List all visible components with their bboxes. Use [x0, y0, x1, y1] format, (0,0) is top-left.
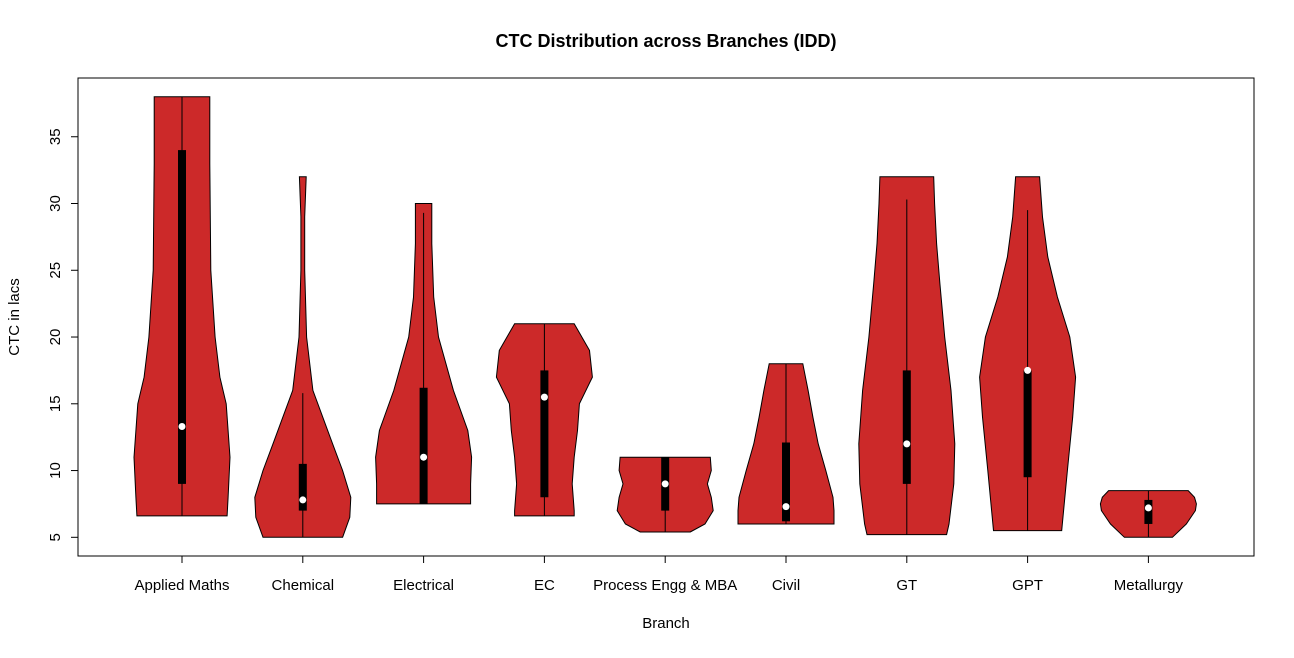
x-tick-label: Civil	[772, 577, 800, 594]
x-tick-label: Metallurgy	[1114, 577, 1184, 594]
median-point	[1024, 366, 1032, 374]
x-axis-label: Branch	[642, 615, 690, 632]
violin-body	[254, 176, 352, 538]
x-tick-label: Electrical	[393, 577, 454, 594]
violin-ec	[495, 323, 593, 517]
y-tick-label: 25	[47, 262, 64, 279]
chart-title: CTC Distribution across Branches (IDD)	[495, 31, 836, 51]
violin-electrical	[375, 203, 473, 505]
y-axis: 5 10 15 20 25 30 35	[47, 128, 79, 541]
x-axis: Applied Maths Chemical Electrical EC Process…	[134, 555, 1184, 594]
y-axis-label: CTC in lacs	[6, 278, 23, 356]
x-tick-label: GPT	[1012, 577, 1043, 594]
median-point	[1144, 504, 1152, 512]
iqr-box	[1144, 499, 1153, 524]
violins	[133, 96, 1197, 538]
violin-process-engg-mba	[616, 456, 714, 533]
iqr-box	[1023, 370, 1032, 478]
x-tick-label: Applied Maths	[134, 577, 229, 594]
violin-applied-maths	[133, 96, 231, 517]
iqr-box	[419, 387, 428, 504]
y-tick-label: 35	[47, 128, 64, 145]
median-point	[661, 480, 669, 488]
iqr-box	[178, 150, 186, 484]
iqr-box	[540, 370, 549, 498]
y-tick-label: 15	[47, 395, 64, 412]
median-point	[420, 453, 428, 461]
iqr-box	[298, 463, 307, 511]
median-point	[540, 393, 548, 401]
x-tick-label: GT	[896, 577, 917, 594]
violin-metallurgy	[1099, 490, 1197, 538]
y-tick-label: 10	[47, 462, 64, 479]
violin-gpt	[979, 176, 1077, 532]
y-tick-label: 20	[47, 329, 64, 346]
x-tick-label: Process Engg & MBA	[593, 577, 737, 594]
violin-civil	[737, 363, 835, 525]
violin-chemical	[254, 176, 352, 538]
violin-gt	[858, 176, 956, 536]
iqr-box	[782, 442, 790, 522]
y-tick-label: 5	[47, 533, 64, 541]
median-point	[178, 422, 186, 430]
x-tick-label: Chemical	[272, 577, 335, 594]
iqr-box	[902, 370, 911, 484]
median-point	[782, 503, 790, 511]
median-point	[903, 440, 911, 448]
x-tick-label: EC	[534, 577, 555, 594]
y-tick-label: 30	[47, 195, 64, 212]
median-point	[299, 496, 307, 504]
